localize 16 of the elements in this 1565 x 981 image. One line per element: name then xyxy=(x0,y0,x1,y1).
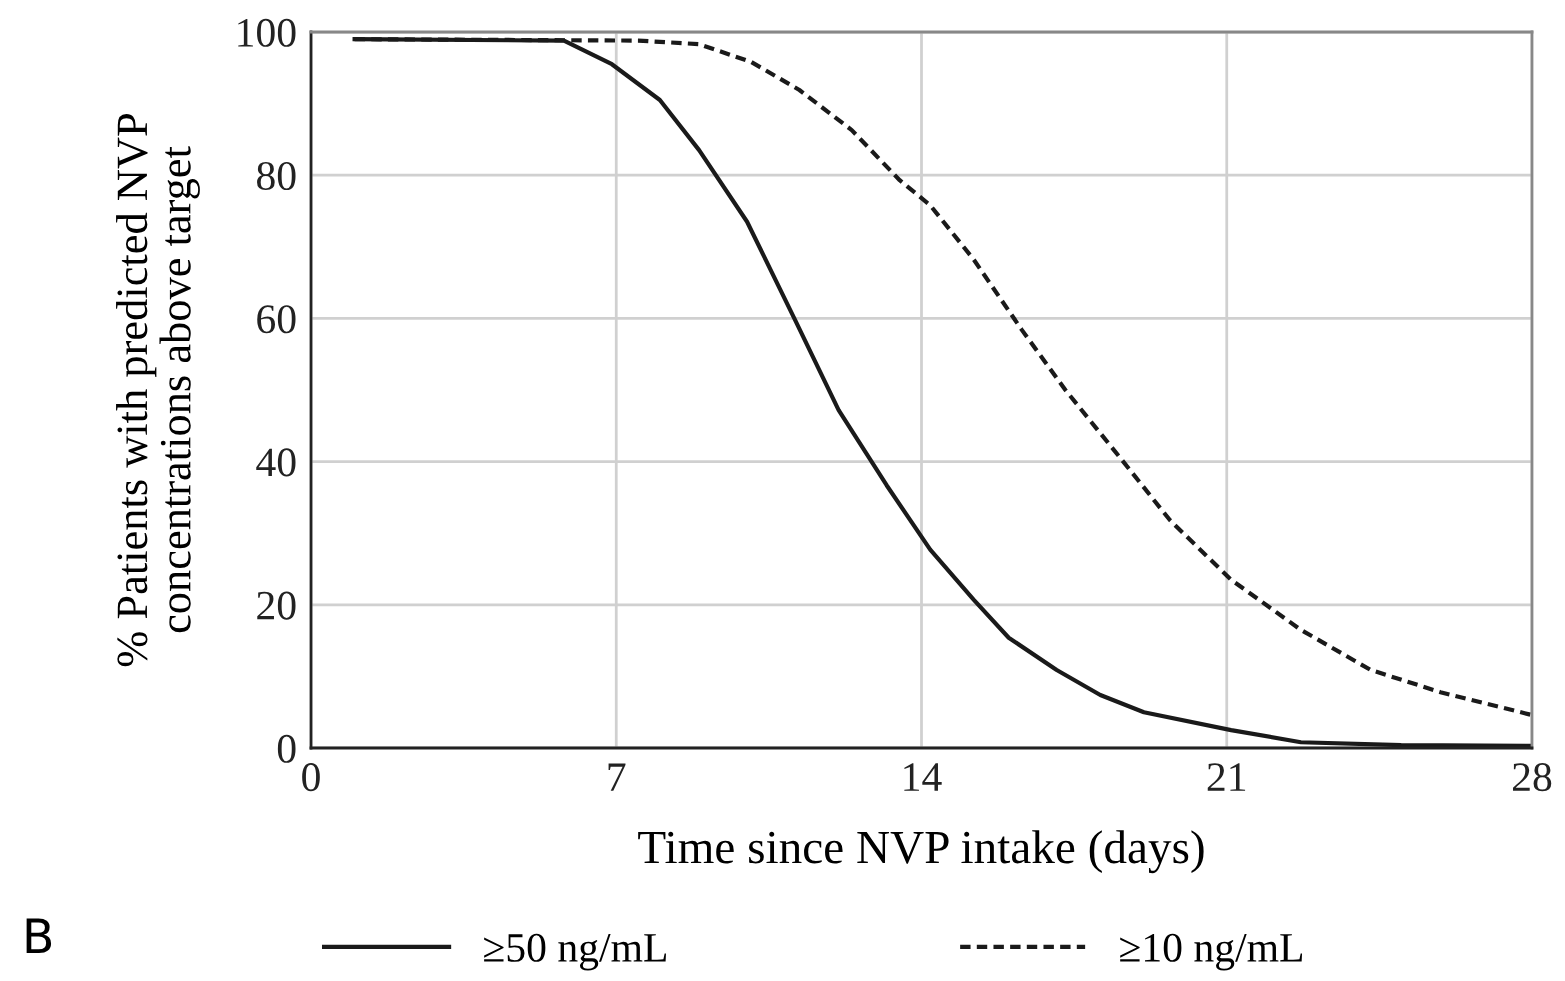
legend-label: ≥10 ng/mL xyxy=(1120,933,1303,971)
text: B xyxy=(26,918,52,954)
x-tick-label: 7 xyxy=(608,763,626,791)
x-tick-label: 21 xyxy=(1207,763,1246,791)
legend-label: ≥50 ng/mL xyxy=(484,933,666,971)
y-tick-label: 60 xyxy=(257,305,296,334)
y-tick-label: 40 xyxy=(256,448,296,477)
x-tick-label: 14 xyxy=(904,763,942,791)
y-tick-label: 80 xyxy=(257,161,296,191)
y-tick-label: 100 xyxy=(238,18,296,47)
x-tick-label: 0 xyxy=(302,763,320,792)
y-tick-label: 0 xyxy=(277,734,296,763)
x-tick-label: 28 xyxy=(1513,763,1552,792)
y-axis-title: % Patients with predicted NVP concentrations above target xyxy=(116,114,200,667)
x-axis-title: Time since NVP intake (days) xyxy=(638,830,1204,874)
y-tick-label: 20 xyxy=(257,591,296,620)
